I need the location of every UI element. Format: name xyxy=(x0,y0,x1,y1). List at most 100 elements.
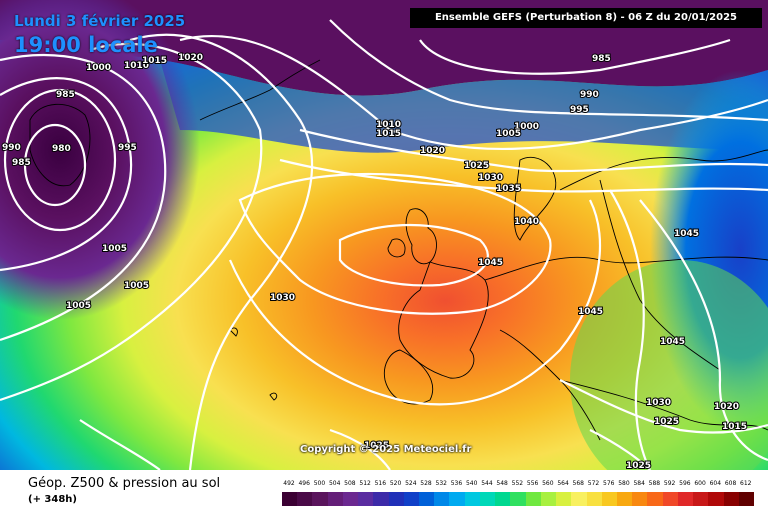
legend-value: 592 xyxy=(663,480,676,487)
legend-value: 580 xyxy=(618,480,630,487)
copyright: Copyright © 2025 Meteociel.fr xyxy=(300,444,472,455)
legend-value: 572 xyxy=(587,480,600,487)
isobar-label: 1025 xyxy=(364,441,389,451)
east-green-field xyxy=(570,260,768,470)
forecast-date: Lundi 3 février 2025 xyxy=(14,12,186,30)
legend-swatch xyxy=(358,492,374,506)
isobar-label: 985 xyxy=(56,90,75,100)
legend-value: 520 xyxy=(389,480,402,487)
legend-value: 560 xyxy=(542,480,554,487)
legend-swatch xyxy=(312,492,328,506)
legend-swatch xyxy=(556,492,572,506)
legend-swatch xyxy=(495,492,511,506)
isobar-label: 990 xyxy=(580,90,599,100)
isobar-labels: 1000 1010 1015 1020 985 985 980 990 995 … xyxy=(1,52,748,470)
color-scale-legend: 492 496 500 504 508 512 516 520 524 528 532 536 540 5… xyxy=(282,480,754,508)
legend-swatch xyxy=(510,492,526,506)
legend-swatch xyxy=(449,492,465,506)
legend-value: 536 xyxy=(450,480,463,487)
legend-swatch xyxy=(342,492,359,506)
legend-swatch xyxy=(677,492,694,506)
legend-value: 612 xyxy=(740,480,752,487)
legend-swatch xyxy=(282,492,298,506)
legend-swatch xyxy=(373,492,389,506)
legend-value: 600 xyxy=(694,480,706,487)
isobar-label: 1045 xyxy=(478,258,503,268)
isobar-label: 1020 xyxy=(714,402,739,412)
legend-swatch xyxy=(738,492,754,506)
legend-value: 500 xyxy=(313,480,326,487)
legend-value: 556 xyxy=(526,480,539,487)
isobar-label: 1005 xyxy=(124,281,149,291)
legend-swatch xyxy=(388,492,404,506)
legend-value: 564 xyxy=(557,480,569,487)
legend-swatch xyxy=(586,492,602,506)
legend-swatch xyxy=(540,492,557,506)
isobar-label: 1015 xyxy=(142,56,167,66)
isobar-label: 985 xyxy=(592,54,611,64)
legend-swatch xyxy=(327,492,343,506)
isobar-label: 1010 xyxy=(124,61,149,71)
legend-value: 552 xyxy=(511,480,524,487)
forecast-lead: (+ 348h) xyxy=(28,494,77,505)
isobar-label: 1015 xyxy=(722,422,747,432)
isobar-label: 1045 xyxy=(660,337,685,347)
legend-swatch xyxy=(632,492,648,506)
isobar-label: 990 xyxy=(2,143,21,153)
isobar-label: 1020 xyxy=(420,146,445,156)
legend-value: 532 xyxy=(435,480,447,487)
legend-swatch xyxy=(662,492,678,506)
legend-value: 540 xyxy=(465,480,478,487)
isobar-label: 1020 xyxy=(178,53,203,63)
isobar-label: 1000 xyxy=(514,122,539,132)
legend-swatch xyxy=(647,492,663,506)
legend-value: 568 xyxy=(572,480,584,487)
legend-value: 584 xyxy=(633,480,645,487)
legend-value: 516 xyxy=(374,480,387,487)
legend-value: 544 xyxy=(481,480,493,487)
legend-swatch xyxy=(693,492,709,506)
isobar-label: 1030 xyxy=(646,398,671,408)
legend-swatch xyxy=(708,492,724,506)
isobar-label: 1025 xyxy=(626,461,651,470)
legend-swatch xyxy=(479,492,496,506)
legend-value: 512 xyxy=(359,480,371,487)
isobar-label: 995 xyxy=(570,105,589,115)
legend-swatch xyxy=(464,492,480,506)
legend-swatch xyxy=(419,492,435,506)
legend-swatch xyxy=(571,492,587,506)
isobar-label: 1025 xyxy=(464,161,489,171)
legend-value: 596 xyxy=(679,480,691,487)
legend-swatch xyxy=(403,492,420,506)
legend-value: 548 xyxy=(496,480,508,487)
legend-value: 492 xyxy=(283,480,295,487)
isobar-label: 985 xyxy=(12,158,31,168)
isobar-label: 1005 xyxy=(66,301,91,311)
chart-title: Géop. Z500 & pression au sol xyxy=(28,476,221,491)
isobar-label: 1000 xyxy=(86,63,111,73)
isobar-label: 1005 xyxy=(102,244,127,254)
model-run-title: Ensemble GEFS (Perturbation 8) - 06 Z du… xyxy=(410,8,762,28)
isobar-label: 1045 xyxy=(578,307,603,317)
isobar-label: 1030 xyxy=(270,293,295,303)
legend-value: 504 xyxy=(328,480,341,487)
isobar-label: 1035 xyxy=(496,184,521,194)
legend-value: 528 xyxy=(420,480,432,487)
legend-value: 524 xyxy=(405,480,417,487)
legend-swatch xyxy=(723,492,739,506)
legend-swatch xyxy=(297,492,313,506)
legend-swatch xyxy=(434,492,450,506)
isobar-label: 1010 xyxy=(376,120,401,130)
legend-value: 576 xyxy=(603,480,615,487)
legend-swatch xyxy=(601,492,617,506)
low-pressure-core xyxy=(0,0,200,320)
coastlines xyxy=(29,59,768,441)
isobars xyxy=(0,19,768,470)
legend-value: 496 xyxy=(298,480,310,487)
legend-swatch xyxy=(525,492,541,506)
legend-swatch xyxy=(616,492,633,506)
isobar-label: 1005 xyxy=(496,129,521,139)
isobar-label: 1040 xyxy=(514,217,539,227)
legend-value: 608 xyxy=(724,480,737,487)
